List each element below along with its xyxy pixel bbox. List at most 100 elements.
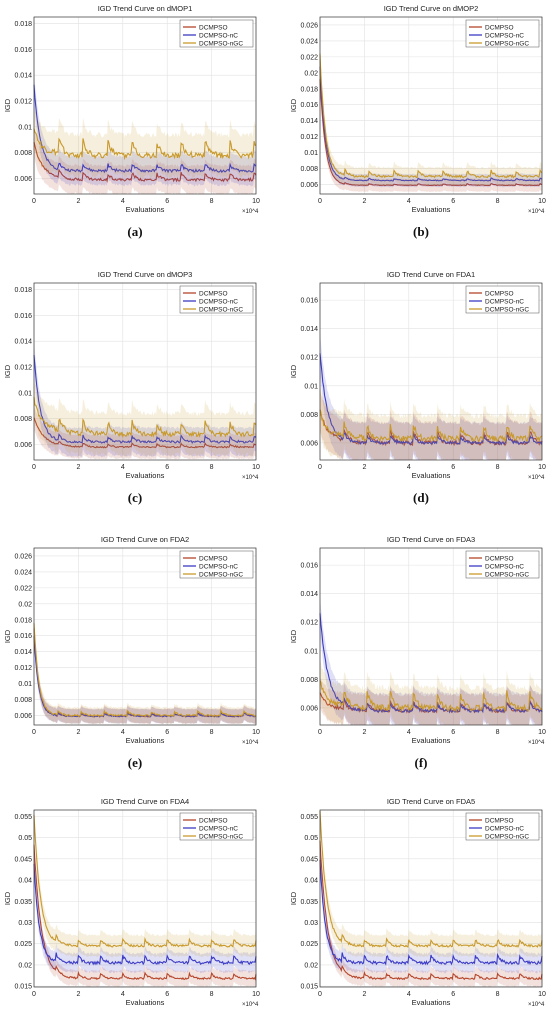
y-tick-label: 0.014 [300, 118, 318, 125]
x-tick-label: 4 [121, 991, 125, 998]
chart-title: IGD Trend Curve on FDA1 [387, 270, 475, 279]
y-tick-label: 0.022 [14, 585, 32, 592]
x-tick-label: 10 [252, 198, 260, 205]
x-tick-label: 10 [252, 991, 260, 998]
chart-panel-h: 0 2 4 6 8 10 0.015 0.02 0.025 0.03 0.035 0.04 0.045 0… [289, 797, 546, 1008]
legend-entry: DCMPSO-nGC [485, 833, 529, 840]
series-band-dcmpso [320, 676, 542, 725]
x-axis-label: Evaluations [412, 205, 451, 214]
x-tick-label: 0 [32, 729, 36, 736]
legend-entry: DCMPSO [199, 817, 228, 824]
series-line-dcmpso-nc [319, 859, 543, 966]
x-tick-label: 6 [451, 198, 455, 205]
x-tick-label: 2 [362, 198, 366, 205]
legend-entry: DCMPSO-nGC [485, 40, 529, 47]
x-multiplier: ×10^4 [242, 740, 259, 746]
x-tick-label: 8 [210, 729, 214, 736]
y-tick-label: 0.025 [300, 941, 318, 948]
series-band-dcmpso-nc [34, 340, 256, 458]
chart-title: IGD Trend Curve on dMOP2 [384, 4, 479, 13]
y-tick-label: 0.006 [14, 442, 32, 449]
x-tick-label: 6 [451, 464, 455, 471]
y-tick-label: 0.04 [304, 878, 318, 885]
x-tick-label: 4 [407, 464, 411, 471]
legend-entry: DCMPSO-nGC [485, 571, 529, 578]
y-tick-label: 0.012 [300, 134, 318, 141]
y-tick-label: 0.02 [304, 70, 318, 77]
chart-panel-f: 0 2 4 6 8 10 0.006 0.008 0.01 0.012 0.014 0.016 IGD … [289, 535, 546, 770]
chart-title: IGD Trend Curve on FDA3 [387, 535, 475, 544]
x-tick-label: 4 [407, 991, 411, 998]
y-tick-label: 0.05 [304, 835, 318, 842]
y-tick-label: 0.035 [300, 899, 318, 906]
x-tick-label: 8 [496, 729, 500, 736]
chart-panel-g: 0 2 4 6 8 10 0.015 0.02 0.025 0.03 0.035 0.04 0.045 0… [3, 797, 260, 1008]
y-tick-label: 0.05 [18, 835, 32, 842]
y-tick-label: 0.01 [304, 383, 318, 390]
legend-entry: DCMPSO-nGC [199, 306, 243, 313]
series-line-dcmpso-nc [33, 84, 257, 174]
legend-entry: DCMPSO [485, 555, 514, 562]
y-tick-label: 0.012 [14, 364, 32, 371]
y-tick-label: 0.008 [14, 697, 32, 704]
y-tick-label: 0.006 [300, 182, 318, 189]
y-tick-label: 0.014 [300, 591, 318, 598]
axes-box [33, 16, 257, 195]
series-band-dcmpso-nc [320, 850, 542, 974]
legend-entry: DCMPSO [199, 555, 228, 562]
y-tick-label: 0.016 [300, 563, 318, 570]
x-tick-label: 8 [496, 464, 500, 471]
chart-title: IGD Trend Curve on dMOP1 [98, 4, 193, 13]
x-tick-label: 6 [451, 991, 455, 998]
x-tick-label: 8 [210, 198, 214, 205]
y-tick-label: 0.008 [300, 412, 318, 419]
panel-caption: (f) [415, 755, 428, 770]
x-tick-label: 4 [121, 464, 125, 471]
chart-title: IGD Trend Curve on FDA2 [101, 535, 189, 544]
series-line-dcmpso [319, 409, 543, 447]
y-tick-label: 0.055 [14, 814, 32, 821]
series-line-dcmpso-ngc [33, 396, 257, 439]
legend-entry: DCMPSO-nC [199, 825, 238, 832]
x-tick-label: 0 [32, 198, 36, 205]
series-band-dcmpso-ngc [320, 44, 542, 187]
y-tick-label: 0.008 [300, 166, 318, 173]
series-line-dcmpso-nc [33, 355, 257, 445]
series-line-dcmpso-ngc [319, 53, 543, 179]
x-tick-label: 4 [121, 198, 125, 205]
x-tick-label: 6 [165, 991, 169, 998]
y-tick-label: 0.02 [18, 601, 32, 608]
panel-caption: (e) [128, 755, 142, 770]
x-tick-label: 6 [451, 729, 455, 736]
series-line-dcmpso [33, 141, 257, 184]
y-tick-label: 0.012 [300, 620, 318, 627]
x-tick-label: 10 [252, 464, 260, 471]
x-tick-label: 2 [362, 464, 366, 471]
y-tick-label: 0.045 [300, 856, 318, 863]
y-tick-label: 0.015 [14, 984, 32, 991]
panel-caption: (a) [127, 224, 142, 239]
y-tick-label: 0.026 [300, 22, 318, 29]
x-tick-label: 0 [318, 991, 322, 998]
series-band-dcmpso-nc [320, 333, 542, 460]
y-axis-label: IGD [289, 629, 298, 643]
series-band-dcmpso-nc [34, 70, 256, 187]
series-band-dcmpso [34, 837, 256, 987]
y-axis-label: IGD [289, 891, 298, 905]
chart-panel-e: 0 2 4 6 8 10 0.006 0.008 0.01 0.012 0.014 0.016 0.01… [3, 535, 260, 770]
legend-entry: DCMPSO-nC [199, 563, 238, 570]
y-tick-label: 0.014 [14, 339, 32, 346]
panel-caption: (d) [413, 490, 429, 505]
y-axis-label: IGD [3, 891, 12, 905]
y-tick-label: 0.035 [14, 899, 32, 906]
x-axis-label: Evaluations [412, 998, 451, 1007]
y-tick-label: 0.018 [300, 86, 318, 93]
y-tick-label: 0.022 [300, 54, 318, 61]
x-tick-label: 8 [496, 198, 500, 205]
y-tick-label: 0.008 [300, 677, 318, 684]
y-axis-label: IGD [289, 364, 298, 378]
